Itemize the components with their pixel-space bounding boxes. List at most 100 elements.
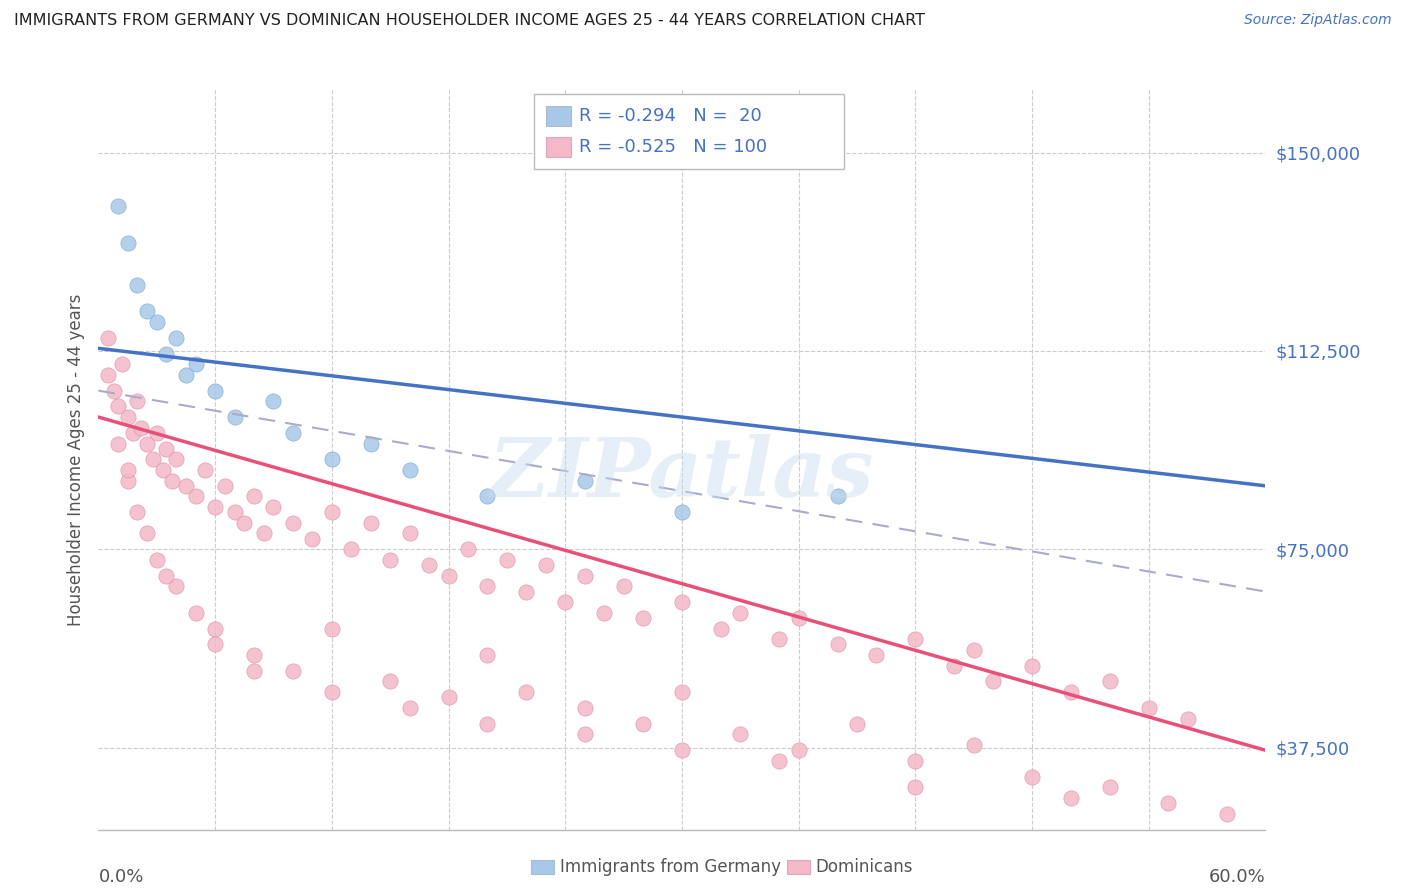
Point (224, 410, 246, 425)
Point (515, 685, 537, 699)
Point (496, 553, 519, 567)
Point (97, 368, 120, 382)
Point (360, 436, 382, 450)
Point (1177, 712, 1199, 726)
Point (574, 568, 596, 582)
Text: 60.0%: 60.0% (1209, 869, 1265, 887)
Text: IMMIGRANTS FROM GERMANY VS DOMINICAN HOUSEHOLDER INCOME AGES 25 - 44 YEARS CORRE: IMMIGRANTS FROM GERMANY VS DOMINICAN HOU… (14, 13, 925, 29)
Point (787, 611, 810, 625)
Text: Source: ZipAtlas.com: Source: ZipAtlas.com (1244, 13, 1392, 28)
Point (1021, 658, 1043, 673)
Point (262, 394, 284, 409)
Point (865, 648, 887, 662)
Point (97, 331, 120, 345)
Point (155, 346, 177, 360)
Point (437, 568, 460, 582)
Text: Dominicans: Dominicans (815, 858, 912, 876)
Point (204, 637, 226, 651)
Point (243, 648, 266, 662)
Point (281, 664, 304, 678)
Text: 0.0%: 0.0% (98, 869, 143, 887)
Point (534, 558, 557, 573)
Point (103, 384, 125, 398)
Point (477, 648, 499, 662)
Point (129, 420, 152, 434)
Point (574, 727, 596, 741)
Point (214, 479, 236, 493)
Point (827, 637, 849, 651)
Point (174, 368, 197, 382)
Point (904, 754, 927, 768)
Point (155, 442, 177, 456)
Point (1098, 674, 1121, 689)
Y-axis label: Householder Income Ages 25 - 44 years: Householder Income Ages 25 - 44 years (66, 293, 84, 625)
Point (117, 235, 139, 250)
Point (127, 277, 149, 292)
Point (262, 500, 284, 514)
Text: R = -0.525   N = 100: R = -0.525 N = 100 (579, 138, 768, 156)
Point (194, 463, 217, 477)
Point (671, 743, 693, 757)
Point (1060, 685, 1083, 699)
Point (107, 400, 129, 414)
Point (146, 425, 169, 440)
Point (846, 716, 869, 731)
Point (904, 632, 927, 647)
Point (515, 584, 537, 599)
Point (787, 743, 810, 757)
Point (768, 632, 790, 647)
Point (1060, 790, 1083, 805)
Point (398, 701, 420, 715)
Point (631, 716, 654, 731)
Point (1137, 701, 1160, 715)
Point (243, 664, 266, 678)
Point (613, 579, 636, 593)
Point (136, 304, 159, 318)
Point (204, 500, 226, 514)
Point (380, 553, 402, 567)
Point (321, 685, 343, 699)
Point (117, 474, 139, 488)
Point (477, 716, 499, 731)
Point (243, 489, 266, 503)
Point (730, 727, 752, 741)
Point (165, 579, 187, 593)
Point (127, 505, 149, 519)
Point (184, 489, 207, 503)
Point (174, 479, 197, 493)
Point (418, 558, 440, 573)
Text: R = -0.294   N =  20: R = -0.294 N = 20 (579, 107, 762, 125)
Point (107, 436, 129, 450)
Point (360, 516, 382, 530)
Point (107, 198, 129, 212)
Text: Immigrants from Germany: Immigrants from Germany (560, 858, 780, 876)
Point (730, 606, 752, 620)
Point (253, 526, 276, 541)
Point (321, 622, 343, 636)
Point (904, 780, 927, 795)
Point (165, 452, 187, 467)
Point (152, 463, 174, 477)
Point (710, 622, 733, 636)
Point (165, 331, 187, 345)
Point (136, 436, 159, 450)
Point (281, 425, 304, 440)
Point (437, 690, 460, 705)
Point (1215, 806, 1237, 821)
Point (380, 674, 402, 689)
Point (457, 542, 479, 557)
Point (184, 606, 207, 620)
Point (981, 674, 1004, 689)
Point (184, 357, 207, 371)
Point (122, 425, 145, 440)
Point (574, 701, 596, 715)
Point (146, 315, 169, 329)
Point (671, 685, 693, 699)
Point (631, 611, 654, 625)
Point (233, 516, 256, 530)
Text: ZIPatlas: ZIPatlas (489, 434, 875, 514)
Point (321, 505, 343, 519)
Point (162, 474, 184, 488)
Point (943, 658, 966, 673)
Point (142, 452, 165, 467)
